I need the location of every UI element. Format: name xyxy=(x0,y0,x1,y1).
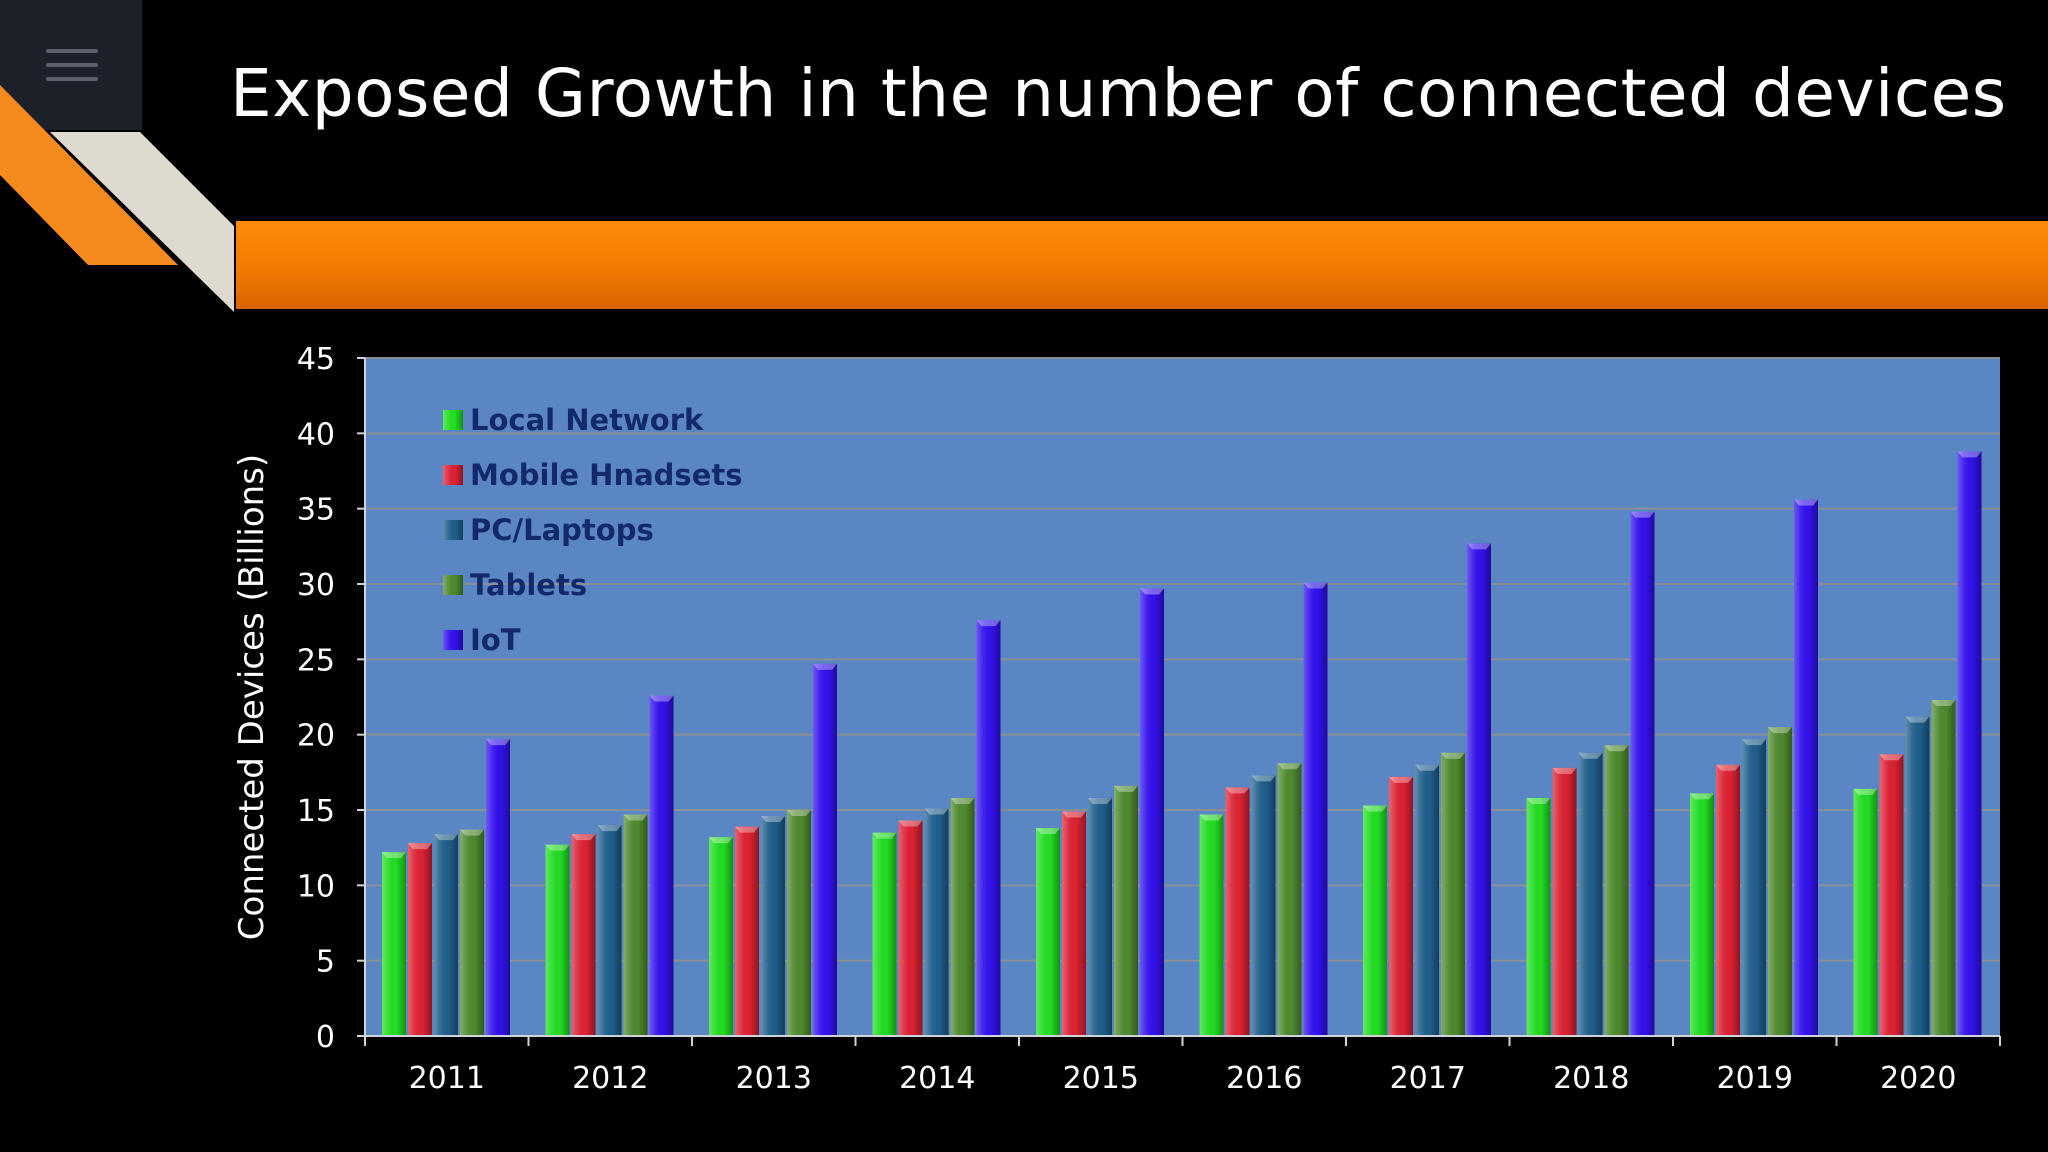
title-accent-band xyxy=(236,221,2048,309)
bar-pc-laptops-2013 xyxy=(761,816,785,1036)
x-tick-label: 2011 xyxy=(409,1061,485,1096)
bar-mobile-hnadsets-2020 xyxy=(1879,754,1904,1036)
bar-pc-laptops-2014 xyxy=(924,808,949,1036)
legend-label: Local Network xyxy=(470,403,704,437)
bar-pc-laptops-2020 xyxy=(1905,716,1930,1036)
legend-item-pc-laptops: PC/Laptops xyxy=(443,513,654,547)
bar-mobile-hnadsets-2016 xyxy=(1225,787,1250,1036)
x-tick-label: 2018 xyxy=(1553,1061,1629,1096)
x-tick-label: 2014 xyxy=(899,1061,975,1096)
bar-local-network-2014 xyxy=(872,832,897,1036)
bar-local-network-2015 xyxy=(1036,828,1060,1036)
hamburger-icon xyxy=(46,49,98,53)
legend-label: Mobile Hnadsets xyxy=(470,458,742,492)
x-tick-label: 2020 xyxy=(1880,1061,1956,1096)
y-tick-label: 30 xyxy=(297,568,335,603)
bar-local-network-2012 xyxy=(545,844,570,1036)
bar-tablets-2014 xyxy=(950,797,975,1036)
bar-tablets-2018 xyxy=(1604,745,1629,1036)
bar-local-network-2017 xyxy=(1363,805,1387,1036)
legend-label: IoT xyxy=(470,623,521,657)
bar-tablets-2017 xyxy=(1441,752,1465,1036)
y-tick-label: 35 xyxy=(297,493,335,528)
y-tick-label: 15 xyxy=(297,794,335,829)
bar-tablets-2011 xyxy=(460,829,484,1036)
bar-pc-laptops-2015 xyxy=(1088,797,1112,1036)
bar-pc-laptops-2017 xyxy=(1415,764,1439,1036)
y-tick-label: 45 xyxy=(297,342,335,377)
x-tick-label: 2019 xyxy=(1717,1061,1793,1096)
bar-iot-2013 xyxy=(813,663,837,1036)
bar-mobile-hnadsets-2015 xyxy=(1062,811,1086,1036)
bar-iot-2014 xyxy=(976,620,1001,1036)
bar-pc-laptops-2016 xyxy=(1251,775,1276,1036)
bar-local-network-2011 xyxy=(382,852,406,1036)
bar-pc-laptops-2012 xyxy=(597,825,622,1036)
bar-pc-laptops-2011 xyxy=(434,834,458,1036)
bar-mobile-hnadsets-2019 xyxy=(1716,764,1740,1036)
legend-item-local-network: Local Network xyxy=(443,403,704,437)
bar-tablets-2013 xyxy=(787,810,811,1036)
slide-decoration xyxy=(0,85,234,312)
x-tick-label: 2013 xyxy=(736,1061,812,1096)
x-tick-label: 2012 xyxy=(572,1061,648,1096)
x-tick-label: 2015 xyxy=(1063,1061,1139,1096)
bar-local-network-2013 xyxy=(709,837,733,1036)
menu-button[interactable] xyxy=(0,0,142,130)
bar-iot-2012 xyxy=(649,695,674,1036)
bar-tablets-2019 xyxy=(1768,727,1792,1036)
bar-iot-2018 xyxy=(1630,511,1655,1036)
x-tick-label: 2016 xyxy=(1226,1061,1302,1096)
y-tick-label: 25 xyxy=(297,643,335,678)
bar-local-network-2018 xyxy=(1526,797,1551,1036)
bar-mobile-hnadsets-2013 xyxy=(735,826,759,1036)
bar-mobile-hnadsets-2012 xyxy=(571,834,596,1036)
y-tick-label: 0 xyxy=(316,1020,335,1055)
bar-tablets-2020 xyxy=(1931,700,1956,1036)
y-tick-label: 20 xyxy=(297,719,335,754)
bar-iot-2016 xyxy=(1303,582,1328,1036)
bar-pc-laptops-2019 xyxy=(1742,739,1766,1036)
y-tick-label: 10 xyxy=(297,869,335,904)
bar-tablets-2012 xyxy=(623,814,648,1036)
bar-pc-laptops-2018 xyxy=(1578,752,1603,1036)
bar-iot-2020 xyxy=(1957,451,1982,1036)
bar-mobile-hnadsets-2018 xyxy=(1552,767,1577,1036)
bar-tablets-2015 xyxy=(1114,785,1138,1036)
bar-mobile-hnadsets-2011 xyxy=(408,843,432,1036)
x-tick-label: 2017 xyxy=(1390,1061,1466,1096)
bar-iot-2011 xyxy=(486,739,510,1036)
y-axis-label: Connected Devices (Billions) xyxy=(232,454,272,940)
bar-local-network-2019 xyxy=(1690,793,1714,1036)
legend-item-mobile-hnadsets: Mobile Hnadsets xyxy=(443,458,742,492)
bar-mobile-hnadsets-2014 xyxy=(898,820,923,1036)
legend-item-tablets: Tablets xyxy=(443,568,587,602)
bar-iot-2017 xyxy=(1467,543,1491,1036)
legend-label: PC/Laptops xyxy=(470,513,654,547)
y-tick-label: 5 xyxy=(316,945,335,980)
bar-iot-2015 xyxy=(1140,588,1164,1036)
bar-mobile-hnadsets-2017 xyxy=(1389,776,1413,1036)
bar-local-network-2016 xyxy=(1199,814,1224,1036)
bar-local-network-2020 xyxy=(1853,788,1878,1036)
y-tick-label: 40 xyxy=(297,417,335,452)
bar-iot-2019 xyxy=(1794,499,1818,1036)
legend-label: Tablets xyxy=(470,568,587,602)
bar-tablets-2016 xyxy=(1277,763,1302,1036)
slide-title: Exposed Growth in the number of connecte… xyxy=(230,55,2007,132)
legend-item-iot: IoT xyxy=(443,623,521,657)
